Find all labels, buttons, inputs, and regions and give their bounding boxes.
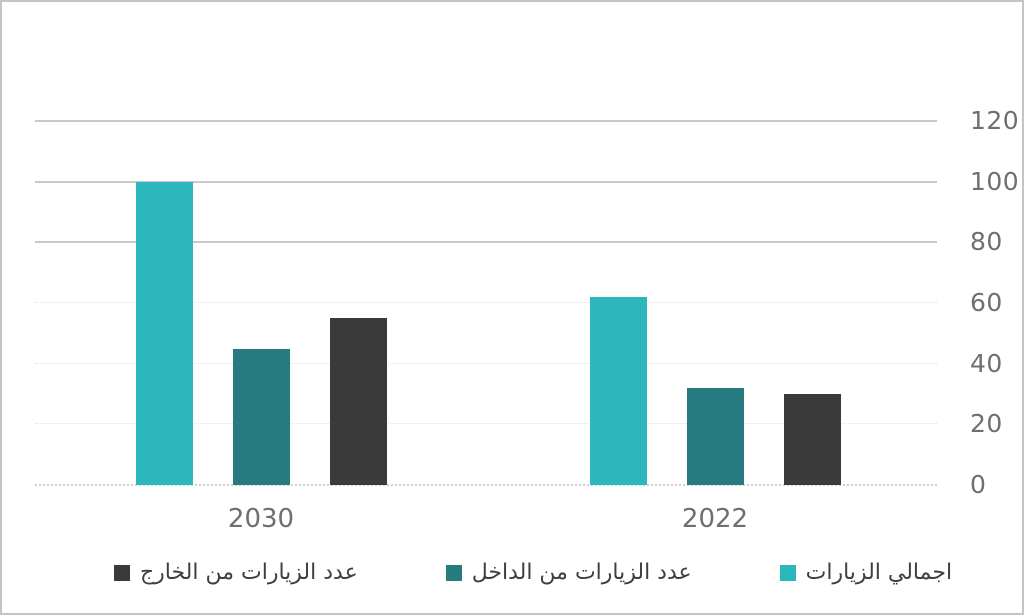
bar-2030-series-0 [135, 181, 193, 485]
legend-label: عدد الزيارات من الداخل [471, 560, 692, 585]
gridline-20 [35, 423, 937, 425]
y-axis-tick-label-40: 40 [970, 348, 1003, 378]
gridline-40 [35, 362, 937, 364]
x-category-label-2030: 2030 [227, 504, 295, 534]
legend-swatch-icon [113, 564, 130, 581]
bar-2022-series-2 [783, 394, 841, 485]
legend-swatch-icon [445, 564, 462, 581]
y-axis-tick-label-80: 80 [970, 227, 1003, 257]
bar-2030-series-2 [329, 318, 387, 485]
bar-2022-series-1 [686, 387, 744, 485]
gridline-100 [35, 180, 937, 183]
y-axis-tick-label-100: 100 [970, 166, 1020, 196]
legend-label: اجمالي الزيارات [805, 560, 953, 585]
y-axis-tick-label-0: 0 [970, 470, 987, 499]
gridline-0 [35, 484, 937, 486]
plot-area [35, 120, 937, 486]
y-axis-tick-label-20: 20 [970, 409, 1003, 439]
bar-2022-series-0 [589, 296, 647, 485]
legend-item-2: عدد الزيارات من الخارج [113, 560, 358, 585]
gridline-60 [35, 302, 937, 303]
legend-label: عدد الزيارات من الخارج [139, 560, 358, 585]
legend-item-0: اجمالي الزيارات [779, 560, 953, 585]
x-category-label-2022: 2022 [681, 504, 749, 534]
legend: اجمالي الزيارات عدد الزيارات من الداخل عدد… [21, 560, 1024, 585]
y-axis-tick-label-120: 120 [970, 106, 1020, 135]
legend-swatch-icon [779, 564, 796, 581]
legend-item-1: عدد الزيارات من الداخل [445, 560, 692, 585]
bar-2030-series-1 [232, 348, 290, 485]
gridline-120 [35, 120, 937, 122]
gridline-80 [35, 241, 937, 244]
y-axis-tick-label-60: 60 [970, 288, 1003, 317]
